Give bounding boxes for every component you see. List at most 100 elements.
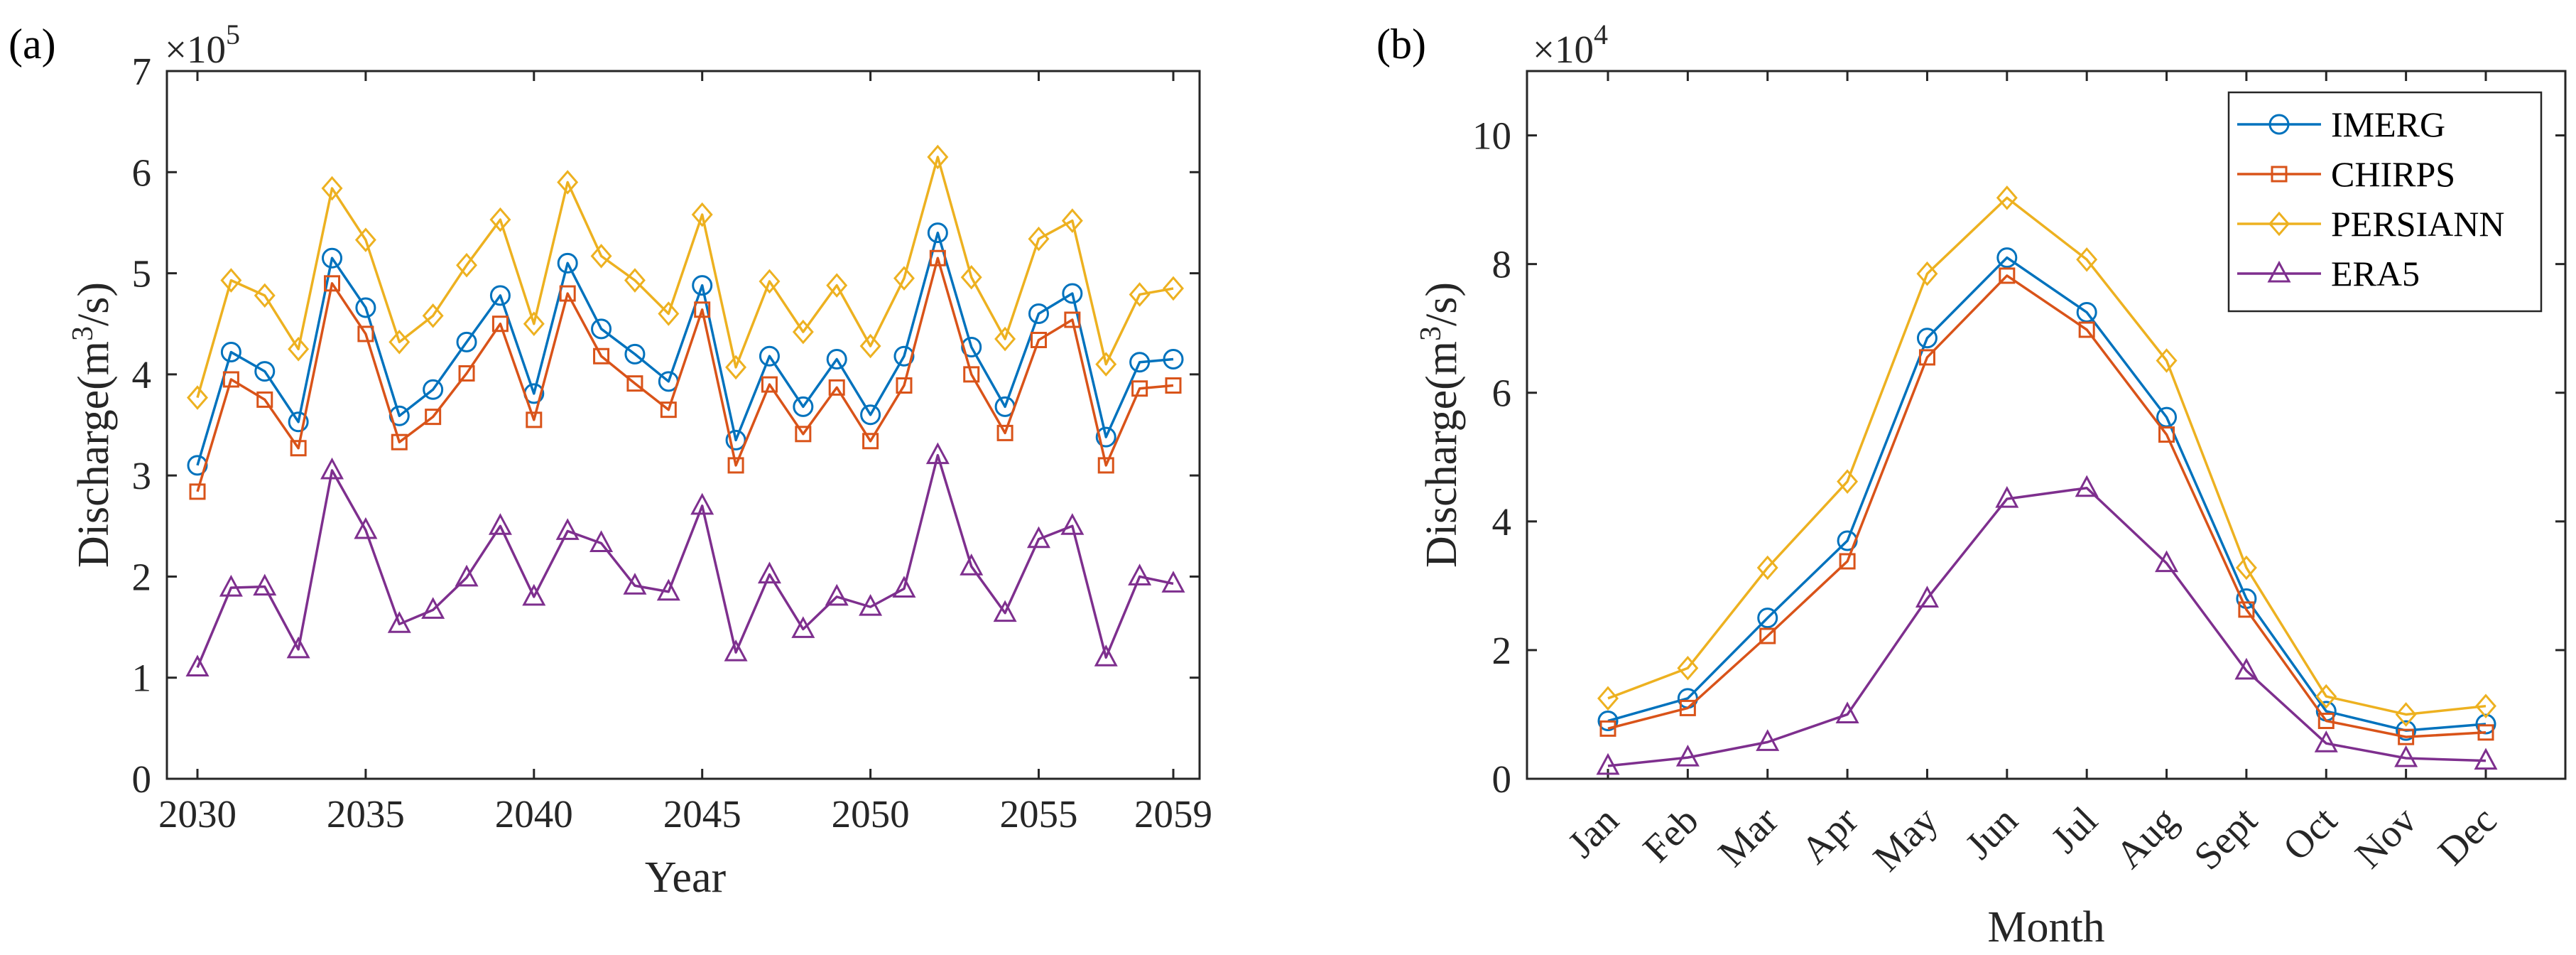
data-point-b-era5 (2155, 550, 2179, 573)
series-a-chirps (189, 249, 1182, 500)
data-point-a-chirps (1131, 380, 1148, 397)
data-point-a-imerg (927, 222, 948, 244)
data-point-a-imerg (557, 252, 578, 274)
data-point-b-chirps (1599, 720, 1616, 737)
x-tick-label-b: Sept (2185, 798, 2265, 878)
data-point-a-chirps (727, 457, 744, 474)
data-point-a-imerg (355, 297, 376, 318)
series-b-imerg (1597, 247, 2496, 741)
legend-entry-era5: ERA5 (2237, 254, 2420, 293)
data-point-b-persiann (1597, 686, 1619, 711)
series-group-a (185, 144, 1185, 676)
series-line-b-era5 (1607, 486, 2487, 767)
data-point-a-persiann (725, 355, 747, 380)
y-axis-title-b: Discharge(m3/s) (1415, 282, 1466, 568)
data-point-a-chirps (391, 433, 408, 450)
y-axis-title-a: Discharge(m3/s) (67, 282, 118, 568)
legend-entry-persiann: PERSIANN (2237, 204, 2504, 244)
legend-label-imerg: IMERG (2331, 104, 2445, 144)
data-point-b-imerg (1597, 711, 1619, 732)
data-point-a-era5 (555, 518, 580, 540)
y-tick-label-b: 0 (1492, 757, 1512, 801)
data-point-b-chirps (2317, 713, 2335, 730)
data-point-a-imerg (187, 455, 208, 476)
data-point-a-persiann (220, 268, 242, 293)
legend-label-persiann: PERSIANN (2331, 204, 2504, 244)
data-point-a-era5 (320, 457, 344, 480)
data-point-a-imerg (1028, 303, 1049, 324)
panel-a: (a) ×105 0 1 2 3 4 5 6 7 2030 2035 2040 2045 2050 205… (9, 18, 1212, 902)
data-point-a-persiann (590, 244, 612, 269)
data-point-b-era5 (1995, 485, 2019, 508)
x-tick-label-b: Jul (2043, 798, 2106, 861)
data-point-a-persiann (1129, 282, 1151, 307)
data-point-a-era5 (656, 578, 680, 601)
data-point-a-era5 (724, 639, 748, 662)
data-point-a-chirps (1097, 457, 1114, 474)
data-point-a-imerg (759, 345, 780, 367)
legend-entries: IMERG CHIRPS PERSIANN ERA5 (2237, 104, 2504, 293)
data-point-b-chirps (1679, 699, 1696, 716)
data-point-b-persiann (1756, 555, 1778, 581)
x-tick-label-b: Dec (2430, 798, 2505, 873)
data-point-a-era5 (455, 564, 479, 587)
data-point-a-imerg (1163, 349, 1184, 370)
data-point-a-era5 (993, 600, 1017, 622)
data-point-b-era5 (2314, 730, 2338, 752)
data-point-b-persiann (1837, 469, 1859, 494)
data-point-a-imerg (288, 411, 309, 433)
data-point-a-era5 (354, 517, 378, 539)
data-point-a-persiann (859, 333, 881, 359)
data-point-b-persiann (2315, 684, 2337, 709)
x-tick-label-a: 2040 (495, 792, 573, 836)
data-point-b-era5 (2234, 657, 2259, 680)
y-tick-label-a: 3 (132, 454, 152, 497)
x-tick-label-b: Mar (1710, 798, 1786, 875)
x-tick-label-b: Nov (2347, 798, 2425, 876)
data-point-a-persiann (456, 252, 478, 278)
data-point-a-imerg (793, 396, 814, 417)
data-point-b-persiann (2395, 702, 2417, 727)
y-tick-label-a: 0 (132, 757, 152, 801)
data-point-b-persiann (2235, 555, 2257, 581)
data-point-a-era5 (825, 583, 849, 606)
legend: IMERG CHIRPS PERSIANN ERA5 (2227, 91, 2543, 313)
data-point-a-chirps (559, 285, 576, 302)
series-line-b-persiann (1607, 196, 2487, 716)
x-tick-label-a: 2030 (158, 792, 237, 836)
data-point-a-imerg (1062, 283, 1083, 304)
data-point-a-era5 (1161, 571, 1185, 593)
series-line-a-persiann (196, 156, 1174, 399)
legend-label-era5: ERA5 (2331, 254, 2420, 293)
data-point-a-persiann (927, 144, 949, 170)
x-tick-label-a: 2050 (832, 792, 910, 836)
data-point-a-imerg (254, 361, 276, 382)
data-point-a-persiann (624, 268, 646, 293)
data-point-a-chirps (189, 483, 206, 500)
data-point-a-chirps (626, 375, 643, 392)
data-point-a-chirps (896, 377, 913, 394)
data-point-a-chirps (425, 409, 442, 426)
y-tick-label-b: 4 (1492, 500, 1512, 544)
data-point-b-era5 (1915, 586, 1939, 608)
data-point-a-persiann (1061, 208, 1083, 233)
legend-label-chirps: CHIRPS (2331, 154, 2455, 194)
data-point-b-era5 (2075, 475, 2099, 497)
series-b-era5 (1596, 475, 2498, 775)
series-line-a-chirps (196, 257, 1174, 492)
data-point-a-era5 (791, 616, 815, 638)
data-point-a-chirps (357, 325, 374, 342)
data-point-a-persiann (354, 227, 376, 252)
x-tick-label-a: 2059 (1134, 792, 1212, 836)
data-point-b-persiann (1677, 655, 1699, 681)
panel-label-a: (a) (9, 21, 56, 68)
data-point-a-era5 (387, 611, 411, 633)
data-point-b-era5 (1596, 752, 1620, 775)
data-point-a-era5 (185, 654, 210, 676)
data-point-a-imerg (692, 275, 713, 296)
x-tick-label-b: Apr (1793, 798, 1866, 872)
data-point-b-persiann (1996, 185, 2018, 210)
data-point-a-imerg (624, 343, 646, 365)
data-point-a-persiann (321, 176, 343, 201)
